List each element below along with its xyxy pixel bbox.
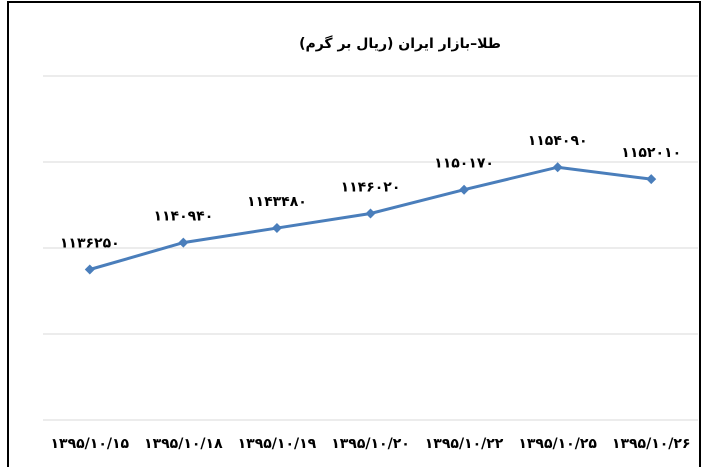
data-label: ۱۱۵۴۰۹۰ xyxy=(528,133,588,149)
marker xyxy=(271,223,282,234)
x-tick-label: ۱۳۹۵/۱۰/۱۸ xyxy=(144,436,223,452)
data-label: ۱۱۳۶۲۵۰ xyxy=(60,236,120,252)
x-tick-label: ۱۳۹۵/۱۰/۱۹ xyxy=(238,436,317,452)
x-tick-label: ۱۳۹۵/۱۰/۲۶ xyxy=(612,436,691,452)
x-tick-label: ۱۳۹۵/۱۰/۲۰ xyxy=(331,436,410,452)
marker xyxy=(365,208,376,219)
data-label: ۱۱۴۶۰۲۰ xyxy=(341,179,401,195)
chart-frame xyxy=(7,1,701,467)
data-label: ۱۱۵۲۰۱۰ xyxy=(621,145,681,161)
marker xyxy=(84,264,95,275)
x-tick-label: ۱۳۹۵/۱۰/۲۲ xyxy=(425,436,504,452)
chart-title: طلا–بازار ایران (ریال بر گرم) xyxy=(299,35,501,52)
x-tick-label: ۱۳۹۵/۱۰/۱۵ xyxy=(50,436,129,452)
data-label: ۱۱۵۰۱۷۰ xyxy=(434,156,494,172)
data-label: ۱۱۴۳۴۸۰ xyxy=(247,194,307,210)
x-tick-label: ۱۳۹۵/۱۰/۲۵ xyxy=(518,436,597,452)
marker xyxy=(178,237,189,248)
marker xyxy=(552,162,563,173)
marker xyxy=(646,174,657,185)
marker xyxy=(459,184,470,195)
data-label: ۱۱۴۰۹۴۰ xyxy=(153,209,213,225)
